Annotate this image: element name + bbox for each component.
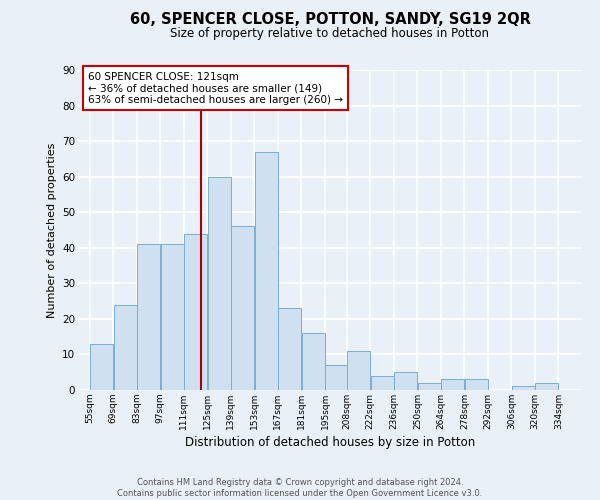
X-axis label: Distribution of detached houses by size in Potton: Distribution of detached houses by size … <box>185 436 475 449</box>
Bar <box>512 386 535 390</box>
Text: Contains HM Land Registry data © Crown copyright and database right 2024.
Contai: Contains HM Land Registry data © Crown c… <box>118 478 482 498</box>
Bar <box>231 226 254 390</box>
Bar <box>325 365 347 390</box>
Bar <box>347 351 370 390</box>
Bar <box>394 372 417 390</box>
Bar <box>418 383 440 390</box>
Bar <box>371 376 394 390</box>
Bar <box>208 176 230 390</box>
Bar <box>137 244 160 390</box>
Bar <box>90 344 113 390</box>
Text: Size of property relative to detached houses in Potton: Size of property relative to detached ho… <box>170 28 490 40</box>
Text: 60 SPENCER CLOSE: 121sqm
← 36% of detached houses are smaller (149)
63% of semi-: 60 SPENCER CLOSE: 121sqm ← 36% of detach… <box>88 72 343 105</box>
Bar <box>464 380 488 390</box>
Bar <box>184 234 207 390</box>
Bar <box>113 304 137 390</box>
Y-axis label: Number of detached properties: Number of detached properties <box>47 142 56 318</box>
Bar <box>254 152 278 390</box>
Bar <box>441 380 464 390</box>
Bar <box>535 383 558 390</box>
Bar <box>161 244 184 390</box>
Bar <box>278 308 301 390</box>
Bar <box>302 333 325 390</box>
Text: 60, SPENCER CLOSE, POTTON, SANDY, SG19 2QR: 60, SPENCER CLOSE, POTTON, SANDY, SG19 2… <box>130 12 530 28</box>
